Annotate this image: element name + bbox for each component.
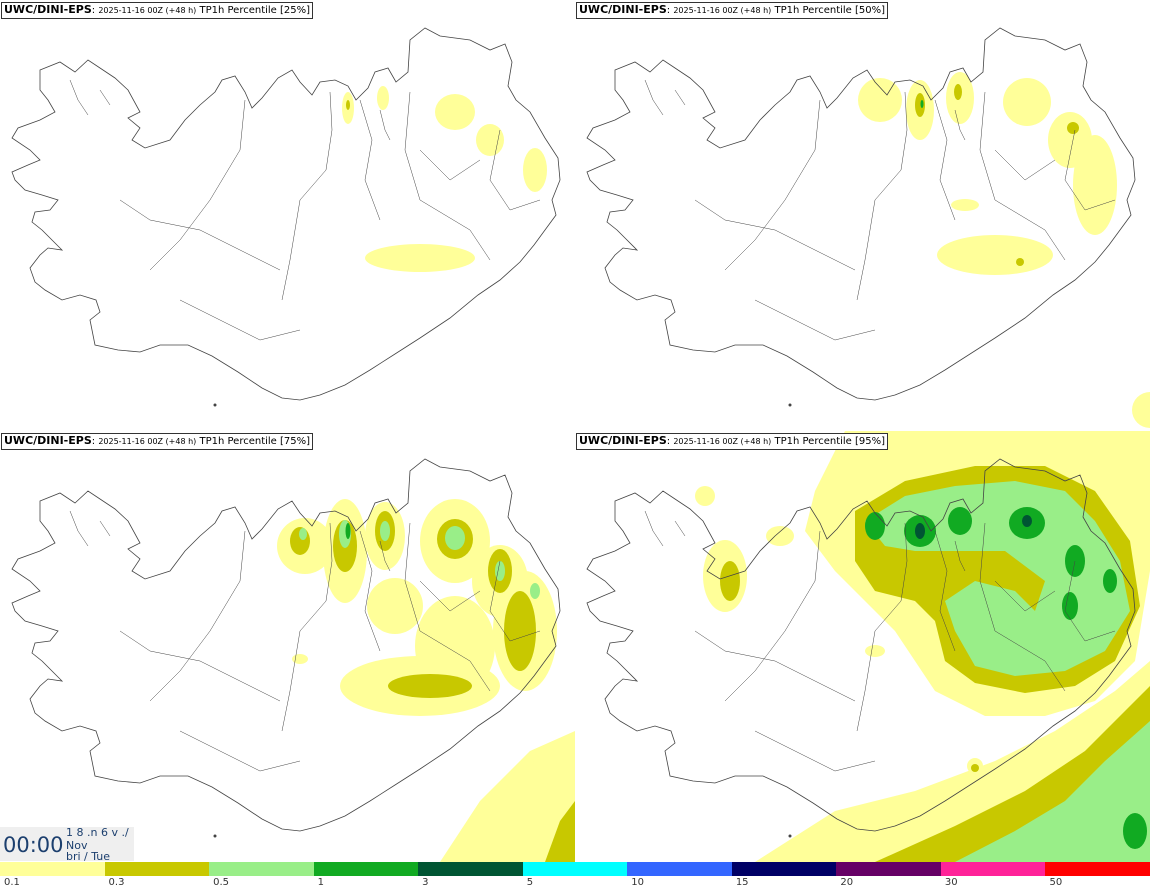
map-panel-p95: UWC/DINI-EPS: 2025-11-16 00Z (+48 h) TP1…: [575, 431, 1150, 862]
legend-swatch: [209, 862, 314, 876]
legend-label: 0.5: [213, 877, 229, 888]
valid-date-line2: Nov: [66, 839, 88, 852]
iceland-map: [11, 458, 575, 862]
legend-label: 10: [631, 877, 644, 888]
legend-swatch: [836, 862, 941, 876]
legend-label: 1: [317, 877, 324, 888]
iceland-map: [11, 27, 561, 407]
legend-swatch: [627, 862, 732, 876]
legend-label: 5: [526, 877, 534, 888]
legend-label: 0.1: [4, 877, 20, 888]
valid-time-box: 00:00 1 8 .n 6 v ./ Nov bri / Tue: [0, 826, 134, 863]
legend-swatch: [104, 862, 210, 876]
legend-label: 3: [422, 877, 429, 888]
iceland-map: [586, 431, 1150, 862]
legend-label: 15: [735, 877, 749, 888]
iceland-map: [586, 27, 1150, 428]
legend-label: 20: [840, 877, 854, 888]
color-legend-bar: [0, 862, 1150, 876]
legend-label: 30: [944, 877, 958, 888]
panel-title: UWC/DINI-EPS: 2025-11-16 00Z (+48 h) TP1…: [1, 433, 314, 450]
legend-swatch: [1045, 862, 1150, 876]
legend-label: 0.3: [108, 877, 125, 888]
legend-swatch: [940, 862, 1046, 876]
panel-title: UWC/DINI-EPS: 2025-11-16 00Z (+48 h) TP1…: [576, 433, 889, 450]
map-panel-p75: UWC/DINI-EPS: 2025-11-16 00Z (+48 h) TP1…: [0, 431, 575, 862]
color-legend-labels: 0.1 0.3 0.5 1 3 5 10 15 20 30 50: [0, 877, 1150, 891]
map-panel-p50: UWC/DINI-EPS: 2025-11-16 00Z (+48 h) TP1…: [575, 0, 1150, 431]
panel-title: UWC/DINI-EPS: 2025-11-16 00Z (+48 h) TP1…: [576, 2, 889, 19]
valid-time: 00:00: [3, 833, 64, 857]
legend-swatch: [418, 862, 523, 876]
legend-label: 50: [1049, 877, 1063, 888]
legend-swatch: [522, 862, 628, 876]
map-panel-p25: UWC/DINI-EPS: 2025-11-16 00Z (+48 h) TP1…: [0, 0, 575, 431]
legend-swatch: [731, 862, 837, 876]
legend-swatch: [313, 862, 419, 876]
valid-date-line3: bri / Tue: [66, 850, 111, 863]
panel-title: UWC/DINI-EPS: 2025-11-16 00Z (+48 h) TP1…: [1, 2, 314, 19]
valid-date-line1: 1 8 .n 6 v ./: [66, 826, 129, 839]
legend-swatch: [0, 862, 105, 876]
